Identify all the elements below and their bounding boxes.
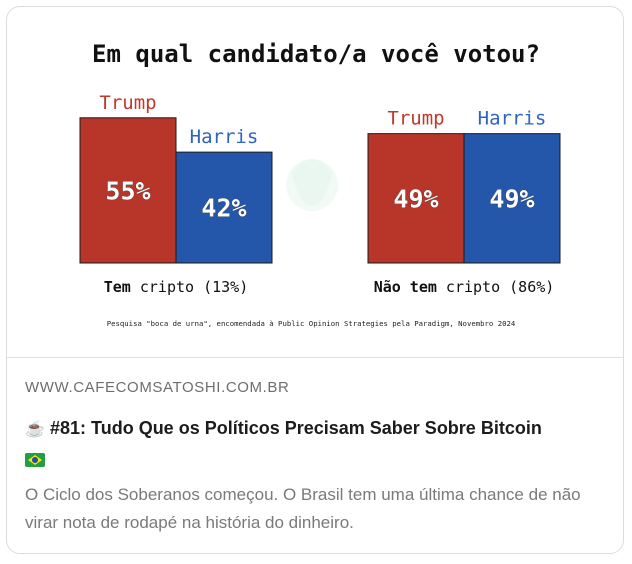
category-label: Não tem cripto (86%) [374, 278, 555, 296]
brazil-flag-icon [25, 453, 45, 467]
link-title-text: #81: Tudo Que os Políticos Precisam Sabe… [50, 418, 542, 438]
data-label: 55% [105, 176, 150, 205]
series-label-harris: Harris [190, 126, 259, 148]
bar-chart: Em qual candidato/a você votou? Trump 55%… [79, 40, 561, 328]
chart-image: Em qual candidato/a você votou? Trump 55%… [7, 7, 623, 357]
link-description: O Ciclo dos Soberanos começou. O Brasil … [25, 485, 581, 532]
data-label: 42% [201, 194, 246, 223]
category-label-rest: cripto (13%) [131, 278, 248, 296]
series-label-harris: Harris [478, 108, 547, 130]
divider [7, 357, 623, 358]
series-label-trump: Trump [99, 92, 156, 114]
watermark-logo-icon [286, 159, 338, 211]
chart-title: Em qual candidato/a você votou? [92, 40, 540, 68]
category-label: Tem cripto (13%) [104, 278, 249, 296]
bar-harris-group-2 [463, 133, 561, 264]
coffee-icon: ☕ [25, 421, 45, 438]
category-label-bold: Tem [104, 278, 131, 296]
data-label: 49% [393, 184, 438, 213]
data-label: 49% [489, 184, 534, 213]
link-title[interactable]: ☕ #81: Tudo Que os Políticos Precisam Sa… [25, 413, 610, 475]
category-label-bold: Não tem [374, 278, 437, 296]
series-label-trump: Trump [387, 108, 444, 130]
category-label-rest: cripto (86%) [437, 278, 554, 296]
link-domain[interactable]: WWW.CAFECOMSATOSHI.COM.BR [25, 379, 290, 396]
link-preview-card[interactable]: Em qual candidato/a você votou? Trump 55%… [6, 6, 624, 554]
source-note: Pesquisa "boca de urna", encomendada à P… [107, 319, 516, 328]
bar-harris-group-1 [175, 151, 273, 264]
